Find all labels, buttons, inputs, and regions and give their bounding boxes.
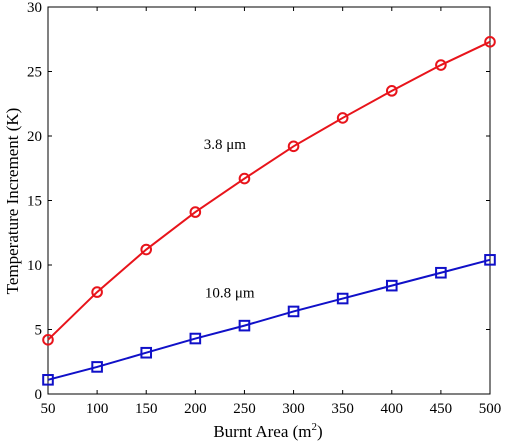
data-point-circle bbox=[336, 112, 349, 124]
x-tick-label: 400 bbox=[381, 401, 404, 417]
x-tick-label: 200 bbox=[184, 401, 207, 417]
axes-frame bbox=[47, 6, 491, 395]
y-tick-label: 20 bbox=[27, 129, 42, 145]
x-tick-label: 250 bbox=[233, 401, 256, 417]
data-point-square bbox=[189, 332, 202, 345]
series-line-circle bbox=[47, 40, 491, 341]
x-tick-label: 500 bbox=[479, 401, 502, 417]
data-point-circle bbox=[42, 334, 54, 346]
x-axis-label-tail: ) bbox=[317, 422, 323, 441]
x-tick-label: 150 bbox=[135, 401, 158, 417]
y-tick-label: 0 bbox=[35, 387, 43, 403]
data-point-circle bbox=[189, 206, 202, 218]
data-point-square bbox=[435, 266, 447, 279]
y-tick-label: 30 bbox=[27, 0, 42, 16]
data-point-circle bbox=[287, 140, 300, 153]
data-point-circle bbox=[435, 59, 447, 71]
y-tick-label: 10 bbox=[27, 258, 42, 274]
series-annotation: 10.8 μm bbox=[205, 285, 255, 301]
data-point-circle bbox=[238, 172, 251, 185]
x-tick-label: 350 bbox=[331, 401, 354, 417]
data-point-square bbox=[238, 319, 251, 332]
y-tick-label: 5 bbox=[35, 323, 43, 339]
series-line-square bbox=[47, 258, 491, 381]
data-point-square bbox=[336, 292, 349, 305]
data-point-circle bbox=[140, 243, 153, 256]
x-axis-label-superscript: 2 bbox=[312, 421, 318, 433]
y-tick-label: 15 bbox=[27, 194, 42, 210]
x-tick-label: 50 bbox=[41, 401, 56, 417]
data-point-square bbox=[42, 374, 54, 386]
data-point-square bbox=[484, 254, 496, 266]
x-axis-label: Burnt Area (m2) bbox=[213, 421, 322, 441]
x-tick-label: 450 bbox=[430, 401, 453, 417]
x-axis-label-main: Burnt Area (m bbox=[213, 422, 311, 441]
x-tick-label: 300 bbox=[282, 401, 305, 417]
plot-area: 50 100 150 200 250 300 350 400 450 500 0 5 10 15 20 25 3… bbox=[27, 0, 501, 417]
data-point-circle bbox=[484, 36, 496, 48]
data-point-circle bbox=[385, 85, 398, 97]
data-point-circle bbox=[91, 286, 103, 298]
data-point-square bbox=[91, 361, 103, 373]
x-tick-label: 100 bbox=[86, 401, 109, 417]
series-annotation: 3.8 μm bbox=[204, 137, 247, 153]
y-axis-label: Temperature Increment (K) bbox=[3, 108, 22, 295]
y-tick-label: 25 bbox=[27, 65, 42, 81]
data-point-square bbox=[287, 305, 300, 318]
data-point-square bbox=[385, 279, 398, 292]
data-point-square bbox=[140, 346, 153, 359]
